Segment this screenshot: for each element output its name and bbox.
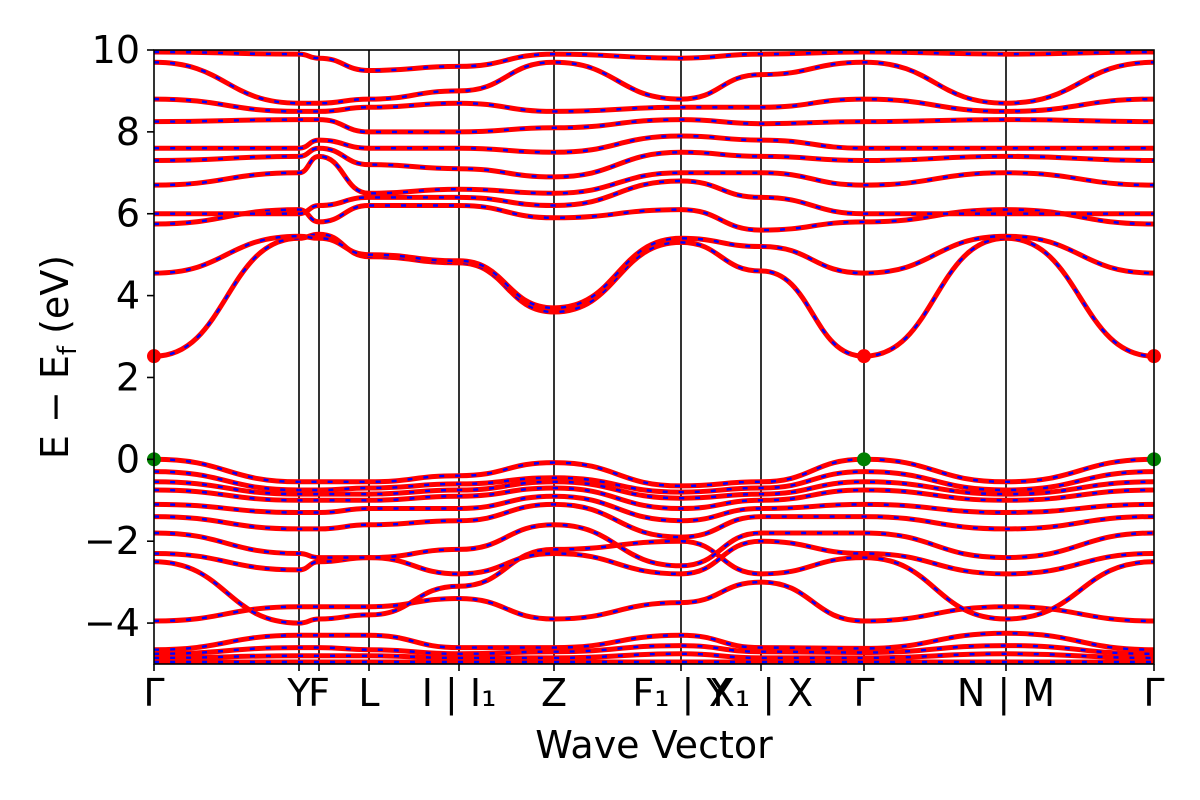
band-lines — [154, 50, 1154, 664]
band-5-spin-up — [154, 538, 1154, 626]
band-17-spin-up — [154, 178, 1154, 217]
band-8-spin-down — [154, 503, 1154, 539]
band-1-spin-up — [154, 651, 1154, 661]
band-7-spin-down — [154, 523, 1154, 568]
y-axis-label-sub: f — [53, 345, 83, 355]
y-tick-label: 0 — [116, 437, 140, 481]
band-12-spin-up — [154, 469, 1154, 495]
vbm-marker — [857, 452, 871, 467]
band-24-spin-up — [154, 50, 1154, 73]
y-tick-label: −4 — [84, 601, 140, 645]
x-tick-label: Γ — [853, 671, 874, 715]
band-6-spin-down — [154, 539, 1154, 576]
band-10-spin-up — [154, 485, 1154, 511]
x-tick-label: I | I₁ — [422, 671, 497, 716]
y-tick-label: 6 — [116, 192, 140, 236]
y-axis-label-unit: (eV) — [33, 255, 77, 346]
x-tick-label: F — [308, 671, 330, 715]
band-19-spin-down — [154, 146, 1154, 179]
y-tick-label: −2 — [84, 519, 140, 563]
band-14-spin-down — [154, 232, 1154, 358]
plot-frame — [153, 49, 1155, 665]
x-tick-label: F₁ | Y — [632, 671, 730, 716]
band-4-spin-up — [154, 579, 1154, 624]
x-tick-label: Y — [286, 671, 311, 715]
band-15-spin-up — [154, 233, 1154, 311]
band-13-spin-up — [154, 456, 1154, 489]
x-tick-label: Γ — [143, 671, 164, 715]
x-axis-label: Wave Vector — [535, 723, 773, 767]
band-22-spin-up — [154, 96, 1154, 114]
y-tick-label: 2 — [116, 355, 140, 399]
x-axis-ticks: Γ YF L I | I₁ Z F₁ | YX₁ | X Γ N | M Γ — [143, 664, 1165, 716]
band-23-spin-up — [154, 59, 1154, 106]
band-14-spin-up — [154, 231, 1154, 359]
band-13-spin-down — [154, 458, 1154, 488]
y-axis-ticks: −4 −2 0 2 4 6 8 10 — [84, 28, 154, 645]
x-tick-label: X₁ | X — [709, 671, 813, 716]
band-3-spin-up — [154, 630, 1154, 653]
band-11-spin-up — [154, 479, 1154, 501]
band-2-spin-up — [154, 643, 1154, 657]
x-tick-label: Z — [541, 671, 567, 715]
band-20-spin-up — [154, 133, 1154, 155]
y-axis-label-main: E − E — [33, 355, 77, 459]
y-axis-label: E − Ef (eV) — [33, 255, 83, 459]
band-18-spin-up — [154, 153, 1154, 196]
x-tick-label: L — [358, 671, 379, 715]
x-tick-label: N | M — [957, 671, 1055, 716]
y-tick-label: 4 — [116, 274, 140, 318]
cbm-marker — [857, 349, 871, 364]
y-tick-label: 8 — [116, 110, 140, 154]
band-21-spin-up — [154, 117, 1154, 135]
x-tick-label: Γ — [1143, 671, 1164, 715]
y-tick-label: 10 — [92, 28, 140, 72]
band-9-spin-up — [154, 493, 1154, 524]
